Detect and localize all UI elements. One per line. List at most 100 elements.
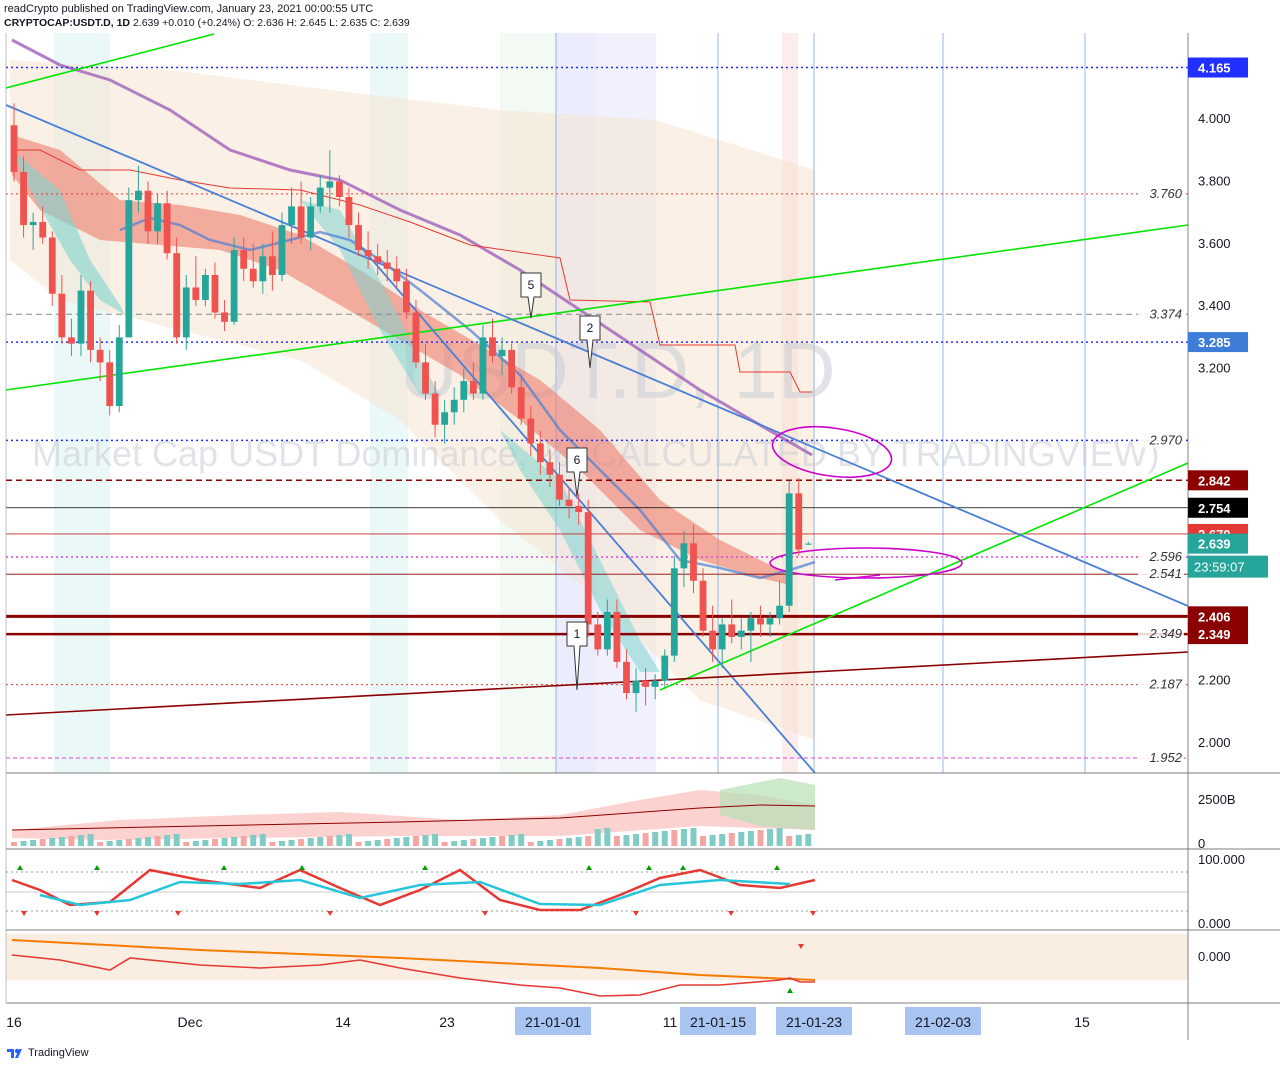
volume-bar	[613, 836, 620, 846]
volume-bar	[144, 837, 151, 846]
volume-bar	[642, 833, 649, 846]
volume-bar	[393, 838, 400, 846]
volume-ma-line	[11, 804, 816, 831]
volume-bar	[575, 837, 582, 846]
countdown-text: 23:59:07	[1194, 560, 1245, 575]
volume-bar	[259, 834, 266, 846]
x-axis-labels: 16 Dec 14 23 21-01-01 11 21-01-15 21-01-23 21-02…	[6, 1007, 1090, 1035]
volume-bar	[11, 842, 17, 846]
volume-bar	[499, 836, 506, 846]
level-annotation-bg	[1138, 749, 1184, 765]
last-price: 2.639	[132, 17, 160, 29]
price-labels: 4.1653.2852.8422.7542.6702.6392.4062.349…	[1188, 57, 1268, 645]
price-tick-label: 3.600	[1198, 236, 1231, 251]
volume-bar	[795, 835, 802, 846]
price-label-text: 4.165	[1198, 61, 1231, 76]
red-step-line	[12, 149, 812, 393]
x-tick-label: 23	[439, 1014, 455, 1030]
indicator-tick-label: 100.000	[1198, 852, 1245, 867]
level-annotation: 2.349	[1148, 626, 1182, 641]
level-annotation-bg	[1138, 549, 1184, 565]
volume-bar	[221, 838, 228, 846]
volume-bar	[700, 836, 707, 846]
candle-body	[603, 611, 611, 650]
candle-body	[479, 337, 487, 394]
candle-body	[154, 203, 161, 232]
volume-bar	[250, 835, 257, 846]
x-tick-label: 21-01-23	[786, 1014, 842, 1030]
candle-body	[58, 293, 66, 338]
volume-bar	[403, 837, 410, 846]
volume-bar	[757, 830, 764, 846]
stoch-sell-arrow	[482, 911, 488, 916]
candle-body	[642, 680, 650, 687]
x-label-box	[776, 1007, 852, 1035]
volume-bar	[355, 842, 362, 846]
candle-body	[345, 197, 353, 226]
wave-marker-2	[579, 315, 601, 369]
volume-bar	[728, 833, 735, 846]
level-annotation: 3.374	[1149, 306, 1182, 321]
candle-body	[182, 287, 190, 338]
candle-body	[29, 221, 37, 226]
volume-bar	[278, 841, 285, 846]
x-tick-label: 15	[1074, 1014, 1090, 1030]
volume-bar	[508, 835, 515, 846]
indicator-tick-label: 0.000	[1198, 949, 1231, 964]
magenta-stroke	[834, 574, 881, 581]
candle-body	[498, 349, 506, 357]
volume-bar	[288, 840, 295, 846]
volume-bar	[173, 834, 180, 846]
price-label-text: 2.349	[1198, 627, 1231, 642]
publisher-line: readCrypto published on TradingView.com,…	[4, 3, 374, 15]
candle-body	[20, 172, 27, 226]
candles	[10, 103, 812, 712]
level-annotation: 1.952	[1149, 750, 1182, 765]
candle-body	[651, 680, 659, 687]
volume-bar	[537, 841, 544, 846]
stoch-d-line	[39, 878, 791, 907]
candle-body	[221, 312, 228, 322]
volume-bar	[652, 832, 659, 846]
price-tick-label: 3.800	[1198, 173, 1231, 188]
grid-lines	[555, 33, 1086, 773]
indicator-tick-label: 2500B	[1198, 792, 1236, 807]
candle-body	[144, 190, 152, 232]
volume-bar	[116, 840, 123, 846]
volume-bar	[135, 838, 142, 846]
volume-bar	[747, 831, 754, 846]
candle-body	[441, 412, 449, 425]
blue-moving-average	[119, 216, 816, 580]
volume-bar	[738, 832, 745, 846]
candle-body	[39, 221, 47, 238]
price-tick-label: 3.400	[1198, 298, 1231, 313]
volume-bar	[527, 842, 534, 846]
blue-downtrend-steep	[354, 239, 816, 773]
volume-bar	[154, 836, 161, 846]
x-tick-label: 14	[335, 1014, 351, 1030]
volume-bar	[58, 837, 65, 846]
candle-body	[584, 512, 592, 625]
level-annotation-bg	[1138, 185, 1184, 201]
volume-bar	[374, 840, 381, 846]
volume-bar	[125, 839, 132, 846]
level-annotation-bg	[1138, 432, 1184, 448]
level-annotation-bg	[1138, 306, 1184, 322]
volume-bar	[384, 839, 391, 846]
magenta-circle-support	[769, 547, 963, 579]
wave-marker-1	[566, 621, 588, 691]
volume-bar	[298, 839, 305, 846]
stoch-buy-arrow	[422, 865, 428, 870]
candle-body	[393, 268, 401, 282]
axes: 2.000 2.200 3.200 3.400 3.600 3.800 4.000 2500B…	[5, 33, 1280, 1040]
candle-body	[374, 256, 382, 263]
candle-body	[527, 418, 535, 444]
candle-body	[335, 181, 343, 197]
footer-brand: TradingView	[28, 1047, 89, 1059]
level-annotation-bg	[1138, 566, 1184, 582]
volume-bar	[106, 841, 113, 846]
x-label-box	[680, 1007, 756, 1035]
candle-body	[364, 250, 372, 257]
candle-body	[326, 181, 334, 188]
